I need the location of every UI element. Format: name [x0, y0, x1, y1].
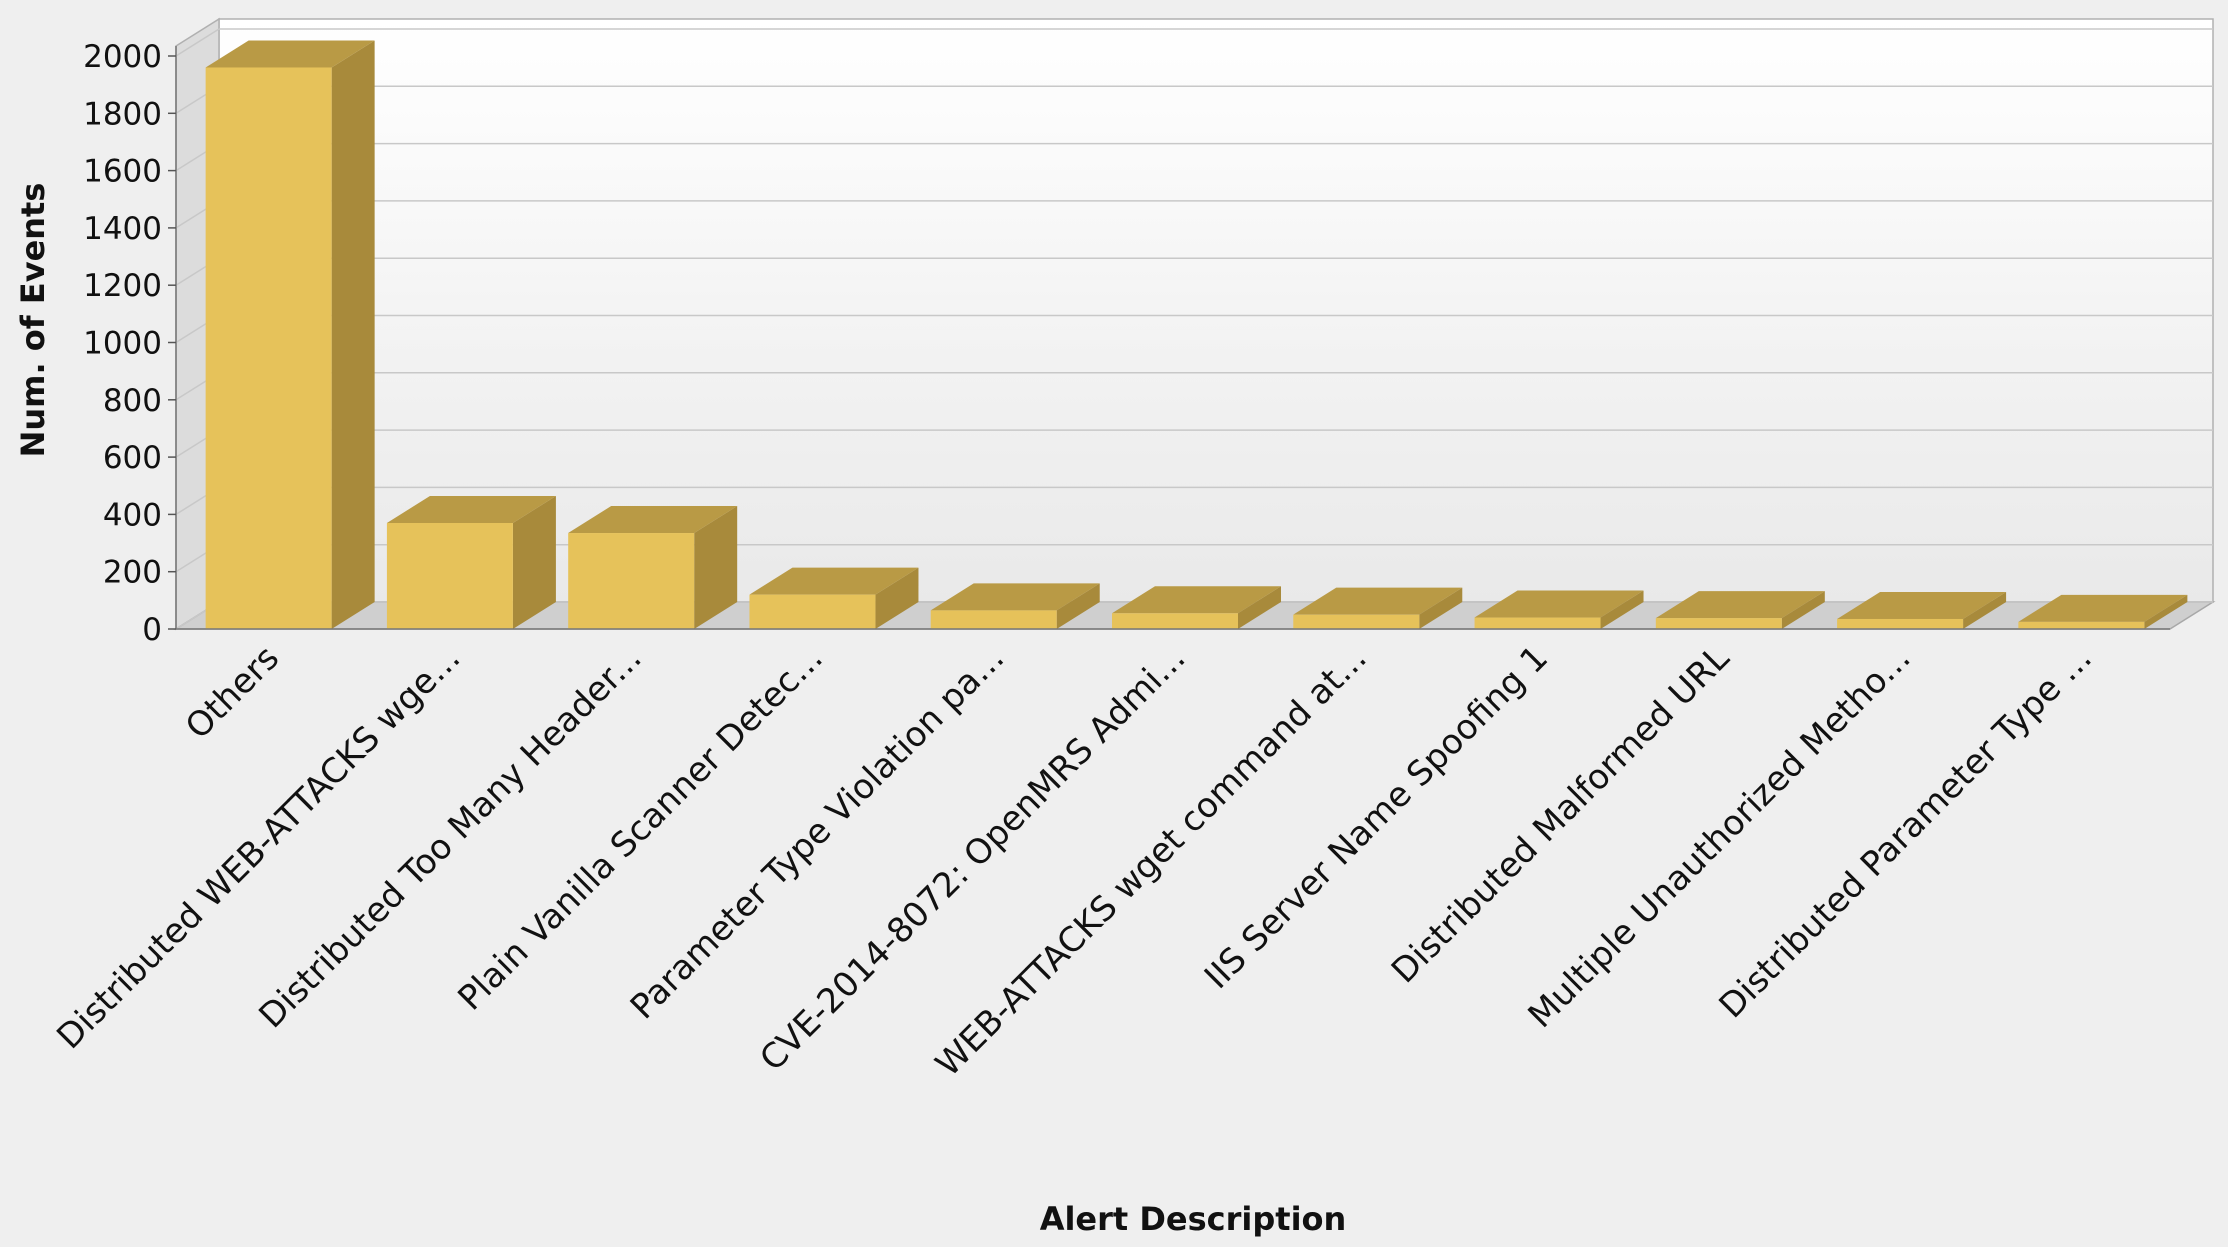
x-axis-title: Alert Description [1040, 1200, 1347, 1238]
y-tick-label: 1200 [83, 268, 162, 304]
bar-top [386, 495, 556, 523]
bar-top [930, 583, 1100, 611]
gridline-side [175, 28, 220, 57]
y-tick-label: 1400 [83, 211, 162, 247]
x-category-label: Parameter Type Violation pa... [623, 638, 1012, 1027]
bar [568, 506, 738, 629]
bar-top [1474, 590, 1644, 618]
bar-top [568, 506, 738, 534]
bar [749, 567, 919, 629]
bar-side [512, 495, 556, 629]
x-category-label: Plain Vanilla Scanner Detec... [450, 638, 830, 1018]
bar-front [1474, 617, 1601, 629]
y-tick-label: 0 [142, 612, 162, 648]
bar [2018, 594, 2188, 629]
x-category-label: Distributed Too Many Header... [251, 638, 649, 1036]
bar-front [1837, 618, 1964, 629]
bar-front [205, 67, 332, 629]
bar [1112, 586, 1281, 629]
bar [1474, 590, 1644, 629]
bar-front [930, 610, 1057, 629]
x-category-label: Distributed Malformed URL [1384, 638, 1737, 991]
bar [1837, 591, 2007, 629]
bar [1293, 587, 1463, 629]
x-category-label: Multiple Unauthorized Metho... [1521, 638, 1919, 1036]
y-tick-label: 200 [103, 555, 162, 591]
x-category-label: Distributed WEB-ATTACKS wge... [49, 638, 468, 1057]
y-tick-label: 1600 [83, 154, 162, 190]
bar-side [2144, 594, 2188, 629]
bar-side [1963, 591, 2007, 629]
bar-side [875, 567, 919, 629]
bar-top [1112, 586, 1281, 614]
bar-side [1238, 586, 1281, 629]
y-tick-label: 2000 [83, 39, 162, 75]
bar-front [749, 594, 876, 629]
bar-front [568, 533, 695, 629]
bar-side [1600, 590, 1644, 629]
bar-front [1655, 618, 1782, 629]
y-tick-label: 1000 [83, 326, 162, 362]
y-axis-title: Num. of Events [14, 183, 52, 458]
bar-side [331, 40, 375, 629]
y-tick-label: 800 [103, 383, 162, 419]
bar [205, 40, 375, 629]
x-category-label: Others [178, 638, 287, 747]
bar [386, 495, 556, 629]
bar-side [1781, 591, 1825, 629]
y-tick-label: 1800 [83, 96, 162, 132]
bar [1655, 591, 1825, 629]
bar-top [1837, 591, 2007, 619]
bar-front [1293, 614, 1420, 629]
y-tick-label: 400 [103, 497, 162, 533]
bar-side [694, 506, 738, 629]
bar-front [1112, 613, 1238, 629]
bar-top [1655, 591, 1825, 619]
bar-top [205, 40, 375, 68]
bar-top [2018, 594, 2188, 622]
x-category-label: Distributed Parameter Type ... [1712, 638, 2100, 1026]
y-tick-label: 600 [103, 440, 162, 476]
bar-front [386, 522, 513, 629]
bar-top [749, 567, 919, 595]
bar-front [2018, 621, 2145, 629]
x-category-label: IIS Server Name Spoofing 1 [1197, 638, 1556, 997]
bar-side [1056, 583, 1100, 629]
bar-top [1293, 587, 1463, 615]
bar [930, 583, 1100, 629]
bar-side [1419, 587, 1463, 629]
